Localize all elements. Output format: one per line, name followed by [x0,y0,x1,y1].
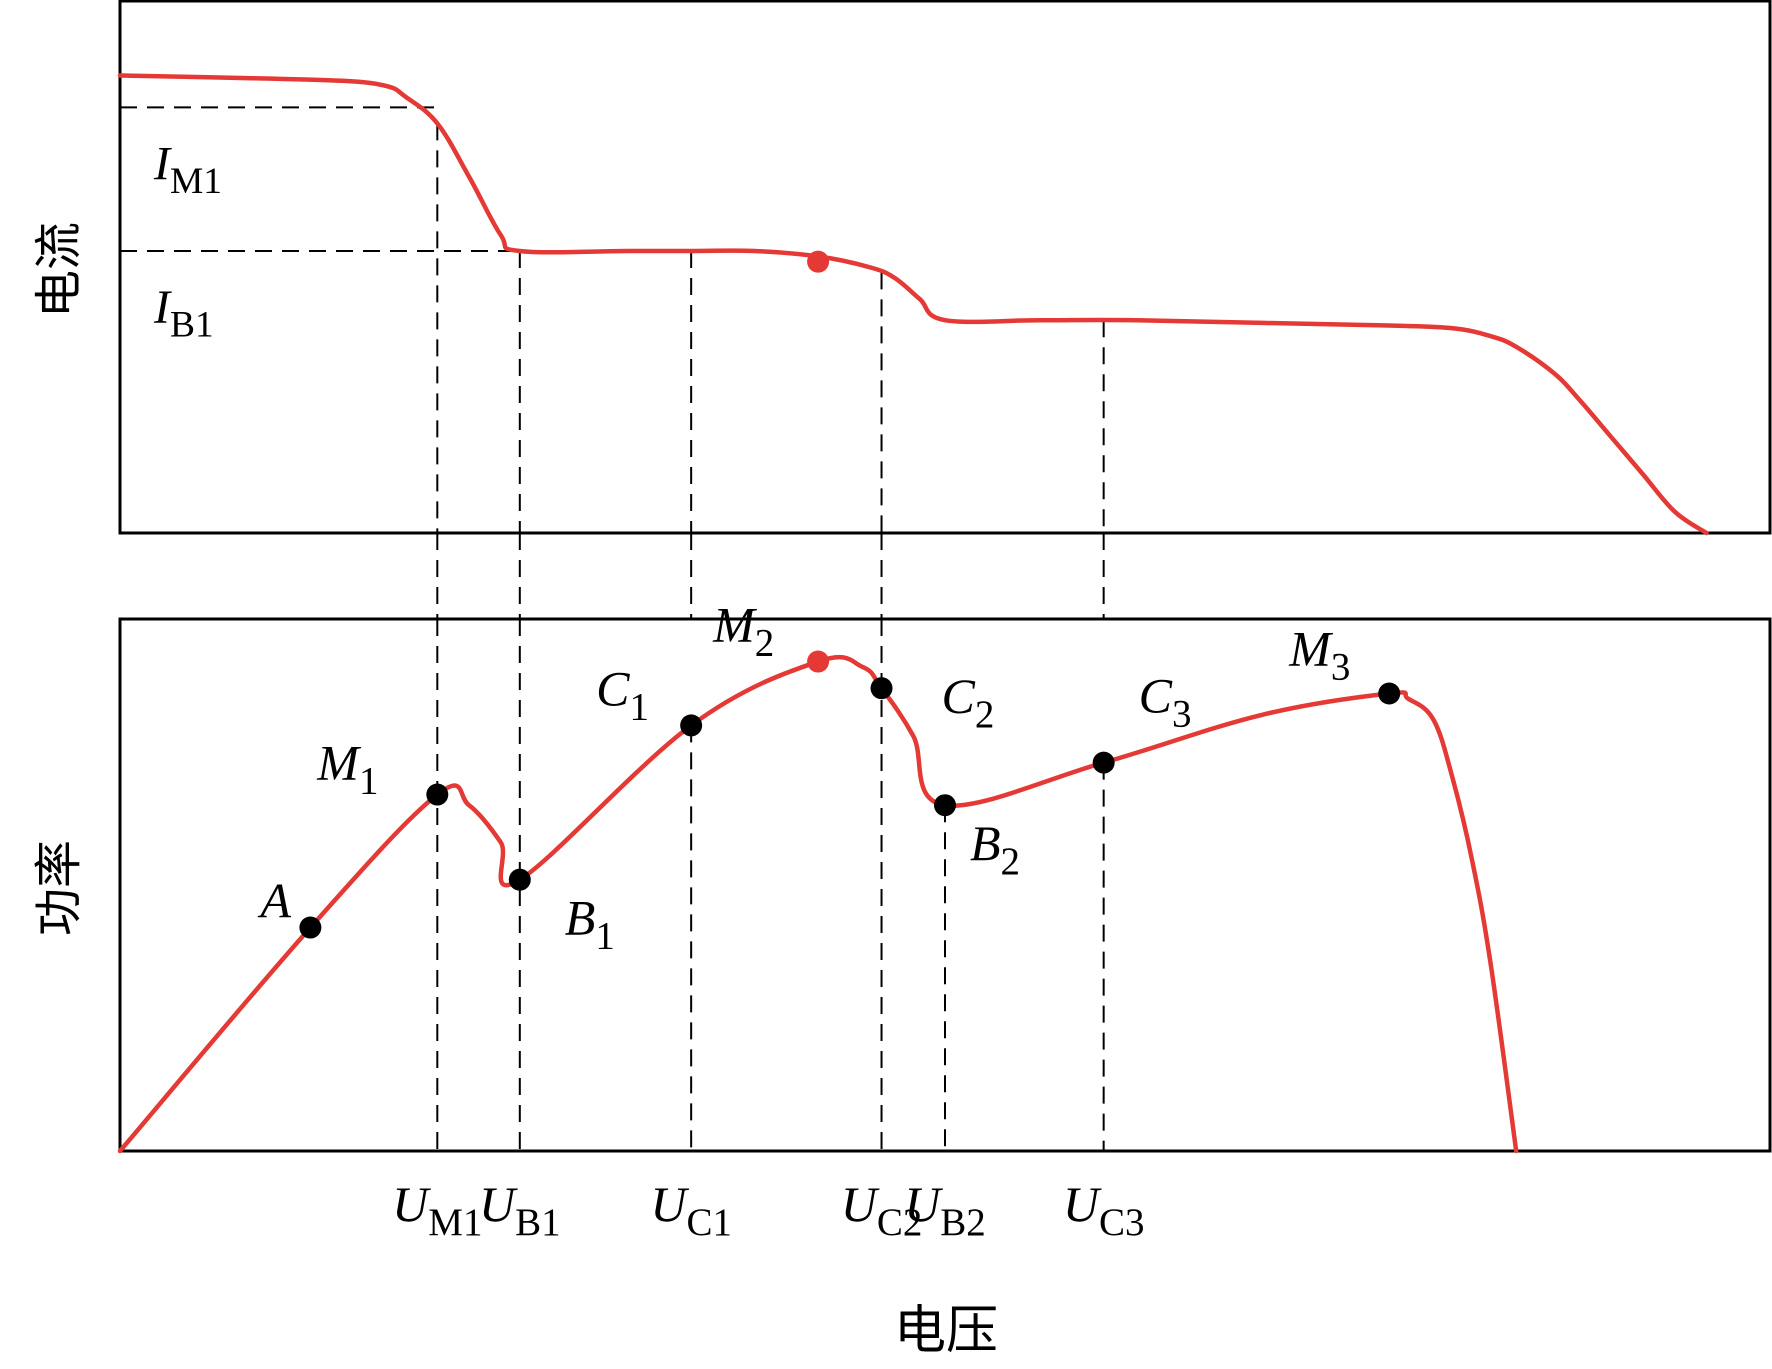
point-label-m3: M3 [1288,620,1350,688]
voltage-tick-b2: UB2 [904,1176,986,1244]
power-points: A M1 B1 C1 M2 C2 B2 C3 M3 [257,597,1401,958]
point-label-m2: M2 [712,597,774,665]
point-m1 [426,783,449,806]
voltage-tick-b1: UB1 [479,1176,561,1244]
current-panel-frame [118,0,1772,535]
voltage-tick-c1: UC1 [650,1176,732,1244]
point-label-b2: B2 [970,815,1020,883]
current-highlight-point-1 [807,250,830,273]
current-tick-b1: IB1 [153,281,214,345]
current-panel: IM1 IB1 电流 [31,0,1772,536]
point-c1 [680,714,703,737]
point-label-m1: M1 [316,735,378,803]
point-m3 [1378,682,1401,705]
power-guides [436,533,1105,1151]
point-label-a: A [257,873,291,929]
current-tick-labels: IM1 IB1 [153,137,222,345]
voltage-tick-m1: UM1 [392,1176,482,1244]
voltage-tick-c3: UC3 [1063,1176,1145,1244]
point-label-c3: C3 [1139,668,1192,736]
power-panel-frame [118,617,1772,1153]
point-c3 [1092,751,1115,774]
voltage-tick-c2: UC2 [841,1176,923,1244]
point-m2 [807,650,830,673]
current-guides [120,106,1105,533]
current-axis-label: 电流 [31,222,87,318]
point-b1 [508,868,531,891]
point-label-c1: C1 [596,660,649,728]
point-label-b1: B1 [565,890,615,958]
voltage-axis-label: 电压 [894,1301,998,1361]
current-tick-m1: IM1 [153,137,222,201]
power-curve [117,655,1519,1154]
point-b2 [934,794,956,817]
current-marks [807,250,830,273]
power-axis-label: 功率 [31,840,87,936]
point-a [299,916,322,939]
current-curve [117,73,1709,536]
point-label-c2: C2 [942,668,995,736]
point-c2 [870,677,893,700]
